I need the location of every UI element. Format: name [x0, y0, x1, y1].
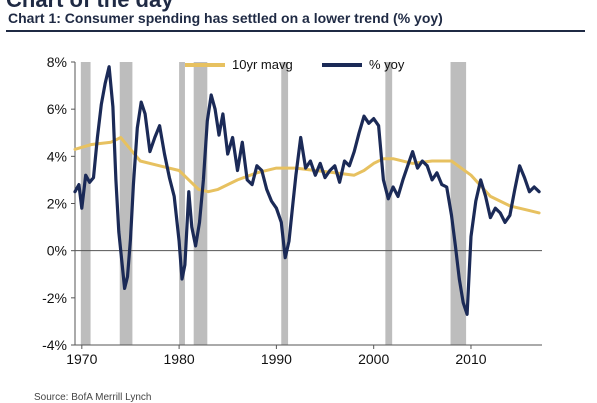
x-tick-label: 1990 — [261, 351, 292, 367]
chart-axes — [71, 61, 542, 349]
title-underline — [6, 30, 585, 32]
series-lines — [73, 65, 541, 316]
series-line-yoy — [73, 65, 541, 316]
recession-band — [80, 62, 91, 345]
legend-label: % yoy — [369, 57, 405, 72]
legend: 10yr mavg % yoy — [185, 57, 405, 72]
y-tick-label: 4% — [47, 148, 67, 164]
y-tick-label: 8% — [47, 54, 67, 70]
y-tick-labels: -4% -2% 0% 2% 4% 6% 8% — [42, 54, 67, 353]
y-tick-label: 0% — [47, 243, 67, 259]
recession-band — [450, 62, 467, 345]
series-line-10yr-mavg — [73, 136, 541, 215]
x-tick-label: 1980 — [164, 351, 195, 367]
recession-band — [281, 62, 289, 345]
x-tick-labels: 1970 1980 1990 2000 2010 — [66, 351, 487, 367]
cut-off-source: Source: BofA Merrill Lynch — [34, 392, 152, 403]
x-tick-label: 1970 — [66, 351, 97, 367]
y-tick-label: -4% — [42, 337, 67, 353]
y-tick-label: 2% — [47, 196, 67, 212]
cut-off-title: Chart of the day — [6, 0, 173, 13]
chart-title: Chart 1: Consumer spending has settled o… — [8, 10, 443, 26]
recession-band — [179, 62, 185, 345]
x-tick-label: 2010 — [455, 351, 486, 367]
recession-band — [119, 62, 133, 345]
x-tick-label: 2000 — [358, 351, 389, 367]
recession-band — [385, 62, 393, 345]
y-tick-label: 6% — [47, 101, 67, 117]
y-tick-label: -2% — [42, 290, 67, 306]
legend-label: 10yr mavg — [232, 57, 293, 72]
